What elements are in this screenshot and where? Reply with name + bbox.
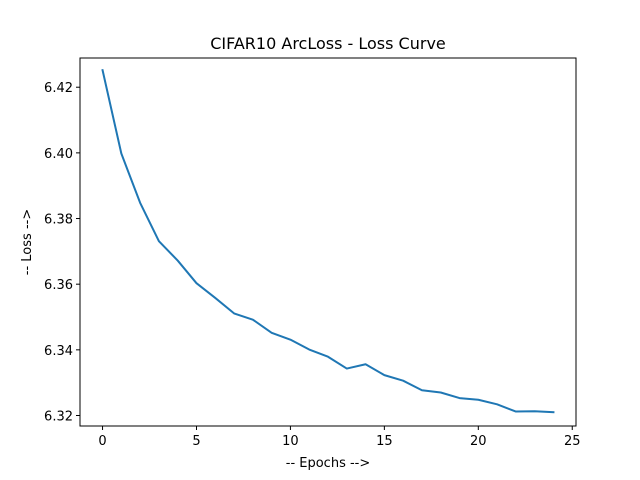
loss-data-point (271, 332, 273, 334)
loss-data-point (289, 339, 291, 341)
loss-data-point (365, 363, 367, 365)
loss-data-point (214, 297, 216, 299)
loss-data-point (120, 153, 122, 155)
loss-data-point (383, 374, 385, 376)
loss-data-point (327, 356, 329, 358)
loss-data-point (139, 202, 141, 204)
x-tick-label: 25 (564, 434, 581, 449)
chart-title: CIFAR10 ArcLoss - Loss Curve (210, 34, 446, 53)
x-tick-label: 0 (98, 434, 106, 449)
loss-data-point (177, 260, 179, 262)
loss-series-line (101, 68, 555, 414)
loss-data-point (195, 282, 197, 284)
x-tick-label: 10 (282, 434, 299, 449)
y-tick-label: 6.32 (44, 409, 73, 424)
loss-data-point (252, 319, 254, 321)
loss-data-point (102, 69, 104, 71)
plot-area-frame (79, 57, 577, 427)
loss-data-point (402, 380, 404, 382)
loss-data-point (158, 240, 160, 242)
x-axis-label: -- Epochs --> (286, 456, 371, 471)
x-tick-label: 5 (192, 434, 200, 449)
y-tick-label: 6.34 (44, 344, 73, 359)
x-tick-label: 15 (376, 434, 393, 449)
loss-data-point (440, 392, 442, 394)
x-tick-label: 20 (470, 434, 487, 449)
loss-data-point (477, 399, 479, 401)
y-tick-label: 6.38 (44, 213, 73, 228)
y-tick-label: 6.40 (44, 147, 73, 162)
y-tick-label: 6.42 (44, 81, 73, 96)
loss-data-point (233, 312, 235, 314)
loss-data-point (459, 397, 461, 399)
loss-data-point (515, 411, 517, 413)
loss-data-point (552, 411, 554, 413)
loss-data-point (534, 410, 536, 412)
y-axis-label: -- Loss --> (20, 209, 35, 275)
loss-data-point (496, 403, 498, 405)
loss-data-point (421, 389, 423, 391)
loss-data-point (346, 368, 348, 370)
y-tick-label: 6.36 (44, 278, 73, 293)
loss-data-point (308, 349, 310, 351)
